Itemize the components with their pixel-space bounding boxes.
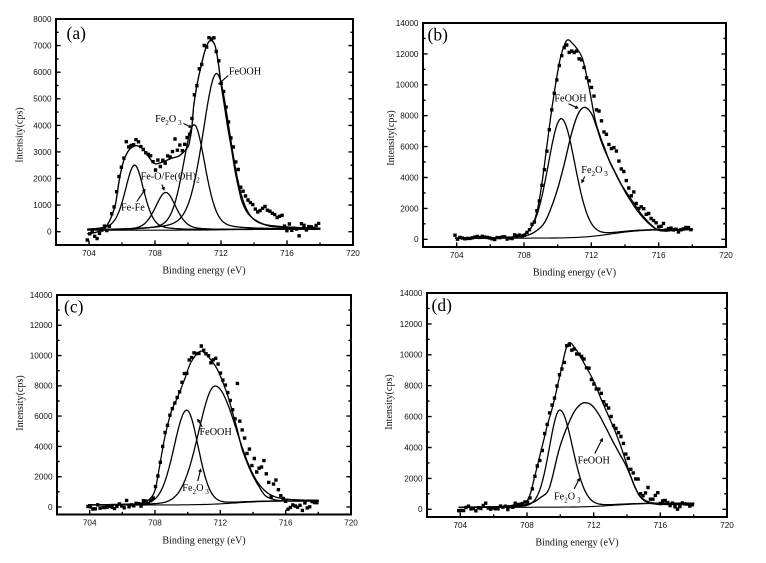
svg-text:Binding energy (eV): Binding energy (eV) (535, 538, 618, 549)
svg-text:712: 712 (584, 251, 598, 260)
svg-text:708: 708 (517, 251, 531, 260)
svg-text:FeOOH: FeOOH (554, 94, 587, 105)
svg-text:Fe2O 3: Fe2O 3 (554, 492, 581, 505)
svg-text:Intensity(cps): Intensity(cps) (14, 107, 25, 163)
svg-text:6000: 6000 (34, 412, 53, 421)
svg-text:704: 704 (82, 249, 96, 258)
svg-text:0: 0 (48, 503, 53, 512)
svg-text:Intensity(cps): Intensity(cps) (15, 375, 26, 431)
svg-text:Fe2O 3: Fe2O 3 (155, 114, 182, 127)
svg-text:2000: 2000 (33, 174, 52, 183)
svg-text:720: 720 (346, 249, 360, 258)
svg-text:712: 712 (213, 519, 227, 528)
svg-text:2000: 2000 (404, 474, 423, 483)
svg-text:(b): (b) (428, 24, 449, 44)
svg-text:708: 708 (148, 249, 162, 258)
svg-text:3000: 3000 (33, 148, 52, 157)
svg-text:5000: 5000 (33, 95, 52, 104)
svg-text:FeOOH: FeOOH (200, 427, 233, 438)
svg-text:(a): (a) (67, 23, 87, 43)
svg-text:14000: 14000 (396, 19, 419, 28)
svg-text:Fe2O 3: Fe2O 3 (581, 165, 608, 178)
svg-text:4000: 4000 (404, 443, 423, 452)
svg-text:Binding energy (eV): Binding energy (eV) (162, 266, 245, 277)
svg-text:6000: 6000 (404, 413, 423, 422)
svg-text:Fe-Fe: Fe-Fe (121, 203, 145, 214)
svg-text:FeOOH: FeOOH (578, 456, 611, 467)
svg-text:6000: 6000 (400, 143, 419, 152)
svg-text:716: 716 (279, 519, 293, 528)
svg-text:10000: 10000 (400, 351, 423, 360)
svg-text:Fe-O/Fe(OH)2: Fe-O/Fe(OH)2 (141, 172, 200, 185)
svg-text:12000: 12000 (396, 50, 419, 59)
svg-text:14000: 14000 (400, 289, 423, 298)
svg-text:2000: 2000 (34, 473, 53, 482)
svg-text:10000: 10000 (396, 81, 419, 90)
svg-text:14000: 14000 (30, 291, 53, 300)
svg-text:720: 720 (720, 521, 734, 530)
svg-text:(d): (d) (432, 295, 453, 315)
svg-text:Binding energy (eV): Binding energy (eV) (533, 268, 616, 279)
svg-text:708: 708 (520, 521, 534, 530)
svg-text:Intensity(cps): Intensity(cps) (384, 374, 395, 430)
svg-text:(c): (c) (64, 297, 84, 317)
svg-text:4000: 4000 (33, 121, 52, 130)
svg-text:8000: 8000 (34, 382, 53, 391)
svg-text:Intensity(cps): Intensity(cps) (386, 110, 397, 166)
svg-text:4000: 4000 (34, 442, 53, 451)
svg-text:716: 716 (652, 251, 666, 260)
svg-text:6000: 6000 (33, 68, 52, 77)
svg-text:712: 712 (214, 249, 228, 258)
svg-text:708: 708 (148, 519, 162, 528)
svg-text:0: 0 (47, 228, 52, 237)
svg-text:12000: 12000 (400, 320, 423, 329)
svg-text:0: 0 (418, 505, 423, 514)
svg-text:7000: 7000 (33, 42, 52, 51)
svg-text:0: 0 (414, 235, 419, 244)
svg-text:12000: 12000 (30, 321, 53, 330)
svg-text:2000: 2000 (400, 204, 419, 213)
svg-text:704: 704 (453, 521, 467, 530)
svg-text:704: 704 (83, 519, 97, 528)
svg-text:FeOOH: FeOOH (229, 67, 262, 78)
svg-text:716: 716 (280, 249, 294, 258)
svg-text:Fe2O 3: Fe2O 3 (182, 483, 209, 496)
svg-text:716: 716 (653, 521, 667, 530)
svg-text:8000: 8000 (33, 15, 52, 24)
svg-text:712: 712 (587, 521, 601, 530)
svg-text:720: 720 (344, 519, 358, 528)
svg-text:704: 704 (450, 251, 464, 260)
svg-text:4000: 4000 (400, 173, 419, 182)
svg-text:Binding energy (eV): Binding energy (eV) (162, 536, 245, 547)
svg-text:8000: 8000 (404, 382, 423, 391)
svg-text:720: 720 (719, 251, 733, 260)
svg-text:1000: 1000 (33, 201, 52, 210)
svg-text:10000: 10000 (30, 352, 53, 361)
svg-text:8000: 8000 (400, 112, 419, 121)
